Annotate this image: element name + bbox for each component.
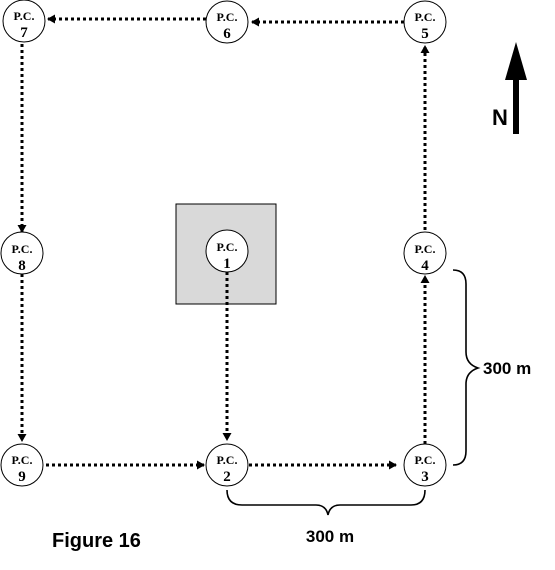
station-circle — [2, 0, 46, 43]
figure-caption: Figure 16 — [52, 530, 141, 552]
horizontal-dimension-label: 300 m — [306, 527, 354, 546]
station-label: P.C. — [217, 453, 238, 467]
north-arrow-shaft — [513, 72, 519, 134]
station-label: P.C. — [14, 9, 35, 23]
station-4: P.C. 4 — [403, 231, 447, 275]
station-number: 6 — [223, 26, 231, 42]
station-circle — [403, 231, 447, 275]
station-5: P.C. 5 — [403, 0, 447, 44]
vertical-dimension-label: 300 m — [483, 359, 531, 378]
station-8: P.C. 8 — [0, 231, 44, 275]
station-circle — [0, 231, 44, 275]
station-7: P.C. 7 — [2, 0, 46, 43]
station-circle — [403, 0, 447, 44]
station-circle — [403, 443, 447, 487]
station-6: P.C. 6 — [205, 0, 249, 44]
station-label: P.C. — [415, 242, 436, 256]
station-label: P.C. — [415, 453, 436, 467]
station-circle — [205, 229, 249, 273]
station-label: P.C. — [217, 10, 238, 24]
station-label: P.C. — [12, 453, 33, 467]
north-label: N — [492, 105, 508, 130]
station-number: 4 — [421, 258, 429, 274]
station-number: 2 — [223, 469, 231, 485]
station-number: 9 — [18, 469, 26, 485]
station-2: P.C. 2 — [205, 443, 249, 487]
north-arrow-icon — [505, 42, 527, 80]
station-number: 8 — [18, 258, 26, 274]
station-label: P.C. — [12, 242, 33, 256]
station-label: P.C. — [217, 240, 238, 254]
station-circle — [205, 0, 249, 44]
station-number: 7 — [20, 25, 28, 41]
station-label: P.C. — [415, 10, 436, 24]
horizontal-dimension-brace — [226, 489, 426, 516]
route-arrows — [17, 14, 430, 470]
station-9: P.C. 9 — [0, 443, 44, 487]
station-number: 5 — [421, 26, 429, 42]
north-arrow: N — [492, 42, 527, 134]
station-1: P.C. 1 — [205, 229, 249, 273]
station-circle — [0, 443, 44, 487]
station-number: 3 — [421, 469, 429, 485]
station-number: 1 — [223, 256, 231, 272]
station-circle — [205, 443, 249, 487]
station-3: P.C. 3 — [403, 443, 447, 487]
vertical-dimension-brace — [452, 269, 481, 466]
